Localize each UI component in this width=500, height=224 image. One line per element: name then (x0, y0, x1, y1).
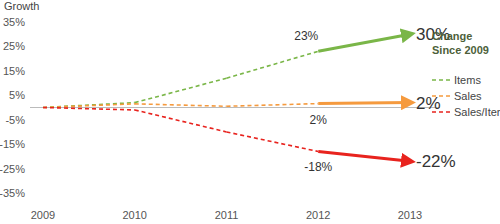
y-tick-label: 25% (3, 40, 25, 52)
data-label: -22% (416, 152, 456, 171)
series-line (227, 51, 319, 78)
legend-swatch (432, 79, 450, 81)
legend-label: Sales/Item (454, 106, 500, 118)
series-line (43, 104, 135, 108)
y-tick-label: -25% (0, 163, 25, 175)
legend-swatch (432, 95, 450, 97)
y-axis-label: Growth (4, 0, 39, 12)
data-label: 2% (416, 94, 441, 113)
y-tick-label: 15% (3, 65, 25, 77)
series-line (227, 104, 319, 107)
x-axis-line (30, 107, 440, 108)
legend-title: ChangeSince 2009 (432, 30, 489, 56)
legend-swatch (432, 111, 450, 113)
series-line (135, 110, 227, 132)
series-line (318, 101, 410, 105)
series-line (135, 104, 227, 106)
data-label: 23% (294, 29, 318, 43)
lines (43, 34, 410, 161)
series-line (135, 78, 227, 102)
y-tick-label: 35% (3, 16, 25, 28)
y-tick-label: -5% (5, 114, 25, 126)
legend-label: Sales (454, 90, 482, 102)
y-tick-label: 5% (9, 89, 25, 101)
x-tick-label: 2011 (215, 209, 239, 221)
x-tick-label: 2013 (398, 209, 422, 221)
series-line (43, 103, 135, 108)
x-tick-label: 2012 (306, 209, 330, 221)
data-label: -18% (304, 160, 332, 174)
series-line (43, 108, 135, 110)
series-line (318, 34, 410, 51)
x-tick-label: 2009 (31, 209, 55, 221)
y-tick-label: -15% (0, 138, 25, 150)
legend-label: Items (454, 74, 481, 86)
series-line (227, 132, 319, 152)
data-label: 2% (310, 113, 328, 127)
chart: Growth 35% 25% 15% 5% -5% -15% -25% -35% 2009 2010… (0, 0, 500, 224)
y-tick-label: -35% (0, 187, 25, 199)
x-tick-label: 2010 (123, 209, 147, 221)
